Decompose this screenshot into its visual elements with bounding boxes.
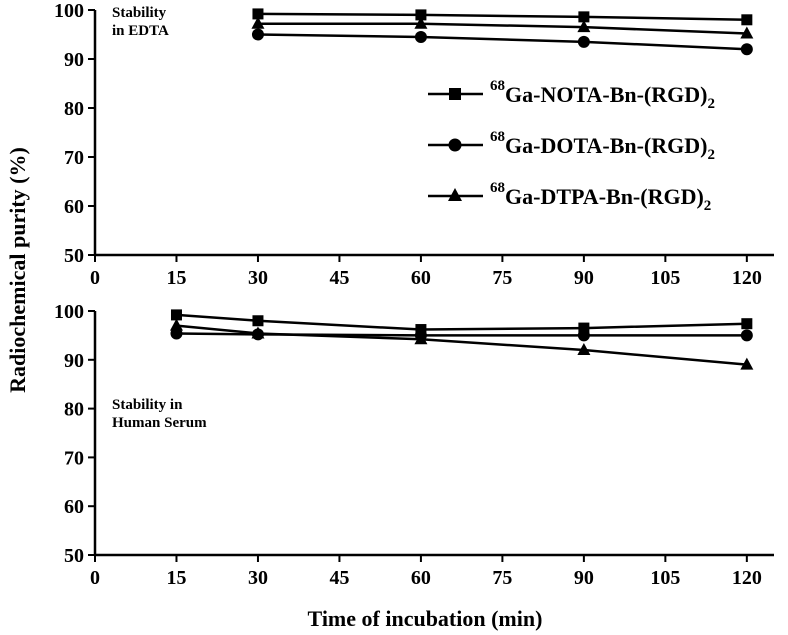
y-tick-label: 90	[64, 350, 84, 372]
data-point-square	[252, 315, 264, 327]
data-point-triangle	[414, 16, 428, 29]
legend-item-nota: 68Ga-NOTA-Bn-(RGD)2	[428, 78, 715, 112]
data-point-triangle	[577, 343, 591, 356]
x-tick-label: 0	[90, 267, 100, 289]
x-tick-label: 120	[732, 567, 762, 589]
data-point-square	[415, 9, 427, 21]
legend-triangle-marker	[448, 188, 462, 201]
x-tick-label: 90	[574, 567, 594, 589]
data-point-circle	[577, 35, 590, 48]
y-tick-label: 60	[64, 196, 84, 218]
data-point-circle	[740, 329, 753, 342]
y-axis-label: Radiochemical purity (%)	[5, 147, 30, 393]
x-tick-label: 30	[248, 267, 268, 289]
x-tick-label: 45	[329, 267, 349, 289]
data-point-triangle	[577, 20, 591, 33]
x-tick-label: 60	[411, 567, 431, 589]
data-point-circle	[577, 329, 590, 342]
data-point-triangle	[740, 357, 754, 370]
data-point-triangle	[414, 332, 428, 345]
series-line	[257, 12, 747, 22]
data-point-square	[741, 14, 753, 26]
y-tick-label: 60	[64, 496, 84, 518]
legend-label-dtpa: 68Ga-DTPA-Bn-(RGD)2	[490, 180, 711, 214]
legend: 68Ga-NOTA-Bn-(RGD)2 68Ga-DOTA-Bn-(RGD)2 …	[428, 78, 715, 214]
legend-item-dota: 68Ga-DOTA-Bn-(RGD)2	[428, 129, 715, 163]
x-tick-label: 45	[329, 567, 349, 589]
data-point-square	[170, 309, 182, 321]
y-tick-label: 70	[64, 447, 84, 469]
legend-label-nota: 68Ga-NOTA-Bn-(RGD)2	[490, 78, 715, 112]
panel-bottom: 50 60 70 80 90 100 0 15 30 45 60 75 90 105 120 Stabilit…	[54, 301, 774, 589]
data-point-square	[578, 322, 590, 334]
y-tick-label: 100	[54, 0, 84, 22]
panel-annotation: in EDTA	[112, 23, 169, 39]
y-tick-label: 80	[64, 399, 84, 421]
data-point-triangle	[251, 16, 265, 29]
series-line	[257, 22, 747, 35]
x-tick-label: 60	[411, 267, 431, 289]
data-point-triangle	[169, 318, 183, 331]
data-point-circle	[414, 30, 427, 43]
y-tick-label: 70	[64, 147, 84, 169]
data-point-triangle	[740, 26, 754, 39]
panel-annotation: Stability	[112, 5, 167, 21]
x-tick-label: 30	[248, 567, 268, 589]
data-point-circle	[740, 43, 753, 56]
data-point-circle	[251, 28, 264, 41]
y-tick-label: 90	[64, 49, 84, 71]
x-tick-label: 15	[166, 567, 186, 589]
x-tick-label: 105	[650, 567, 680, 589]
y-tick-label: 50	[64, 545, 84, 567]
panel-top: 50 60 70 80 90 100 0 15 30 45 60 75 90 105 120 Stabilit…	[54, 0, 774, 289]
x-tick-label: 75	[492, 567, 512, 589]
y-tick-label: 50	[64, 245, 84, 267]
y-tick-label: 80	[64, 98, 84, 120]
x-tick-label: 90	[574, 267, 594, 289]
data-point-triangle	[251, 326, 265, 339]
data-point-square	[741, 318, 753, 330]
series-line	[257, 33, 747, 51]
x-tick-label: 75	[492, 267, 512, 289]
panel-annotation: Stability in	[112, 397, 183, 413]
legend-label-dota: 68Ga-DOTA-Bn-(RGD)2	[490, 129, 715, 163]
y-tick-label: 100	[54, 301, 84, 323]
x-tick-label: 0	[90, 567, 100, 589]
legend-square-marker	[449, 88, 461, 100]
data-point-square	[252, 8, 264, 20]
x-tick-label: 105	[650, 267, 680, 289]
legend-circle-marker	[448, 138, 462, 152]
panel-annotation: Human Serum	[112, 415, 207, 431]
data-point-square	[578, 11, 590, 23]
x-axis-label: Time of incubation (min)	[308, 606, 543, 631]
x-tick-label: 120	[732, 267, 762, 289]
x-tick-label: 15	[166, 267, 186, 289]
legend-item-dtpa: 68Ga-DTPA-Bn-(RGD)2	[428, 180, 711, 214]
